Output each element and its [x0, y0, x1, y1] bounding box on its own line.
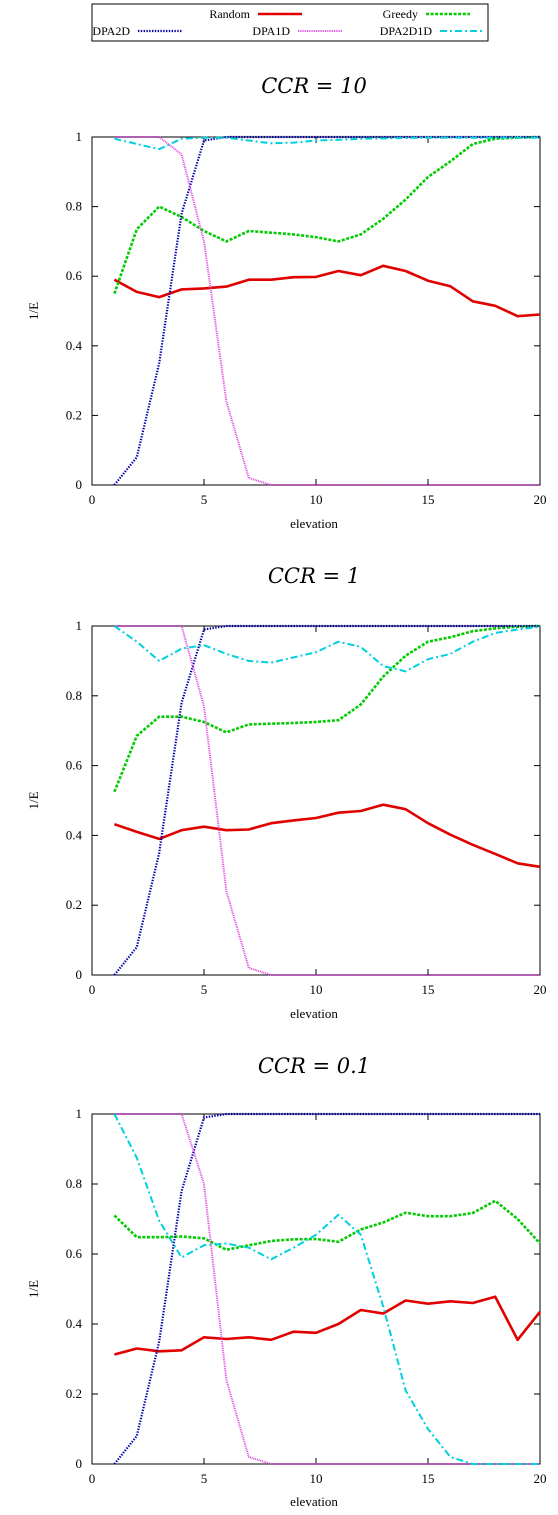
x-tick-label: 0	[89, 492, 96, 507]
x-tick-label: 20	[534, 1471, 547, 1486]
series-line-dpa2d	[113, 1112, 540, 1465]
plot-frame	[91, 625, 541, 976]
plot-area: 0 5 10 15 20 0 0.2 0.4 0.6 0.8 1	[66, 618, 547, 997]
y-tick-label: 0.2	[66, 897, 82, 912]
series-line-greedy	[113, 135, 541, 295]
y-axis-label: 1/E	[26, 791, 41, 809]
series-line-dpa1d	[114, 1113, 540, 1465]
panel-title: CCR = 0.1	[258, 1054, 370, 1078]
x-tick-label: 15	[422, 982, 435, 997]
y-tick-label: 0.6	[66, 1246, 83, 1261]
legend-label-dpa2d: DPA2D	[92, 24, 130, 38]
series-line-dpa1d	[114, 136, 540, 486]
y-tick-label: 0.4	[66, 338, 83, 353]
legend-label-random: Random	[209, 7, 250, 21]
x-tick-label: 5	[201, 982, 208, 997]
x-tick-label: 20	[534, 492, 547, 507]
x-tick-label: 20	[534, 982, 547, 997]
chart-panel-ccr-0-1: CCR = 0.1 1/E elevation 0 5 10 15 2000.20.40…	[26, 1054, 547, 1509]
y-tick-label: 0.2	[66, 407, 82, 422]
series-line-dpa2d	[113, 135, 540, 486]
x-tick-label: 5	[201, 492, 208, 507]
y-tick-label: 0	[76, 477, 83, 492]
y-tick-label: 0.8	[66, 1176, 82, 1191]
legend-label-dpa2d1d: DPA2D1D	[380, 24, 433, 38]
y-axis-label: 1/E	[26, 302, 41, 320]
x-axis-label: elevation	[290, 1494, 338, 1509]
x-tick-label: 15	[422, 492, 435, 507]
series-line-random	[113, 803, 541, 869]
series-line-greedy	[113, 624, 541, 793]
x-axis-label: elevation	[290, 1006, 338, 1021]
y-tick-label: 1	[76, 1106, 83, 1121]
series-line-greedy	[113, 1199, 541, 1252]
chart-panel-ccr-1: CCR = 1 1/E elevation 0 5 10 15 20 0 0.2 0.4 0.6…	[26, 564, 547, 1021]
y-tick-label: 1	[76, 618, 83, 633]
x-tick-label: 10	[310, 492, 323, 507]
series-line-dpa1d	[114, 625, 540, 976]
y-tick-label: 1	[76, 129, 83, 144]
panel-title: CCR = 1	[268, 564, 360, 588]
y-axis-label: 1/E	[26, 1280, 41, 1298]
x-tick-label: 10	[310, 982, 323, 997]
series-line-dpa2d1d	[114, 136, 540, 151]
series-line-dpa2d	[113, 624, 540, 976]
x-tick-label: 5	[201, 1471, 208, 1486]
y-tick-label: 0.4	[66, 1316, 83, 1331]
x-axis-label: elevation	[290, 516, 338, 531]
x-tick-label: 15	[422, 1471, 435, 1486]
panel-title: CCR = 10	[261, 74, 367, 98]
y-tick-label: 0.4	[66, 827, 83, 842]
x-tick-label: 10	[310, 1471, 323, 1486]
y-tick-label: 0.8	[66, 199, 82, 214]
plot-frame	[91, 136, 541, 486]
x-tick-label: 0	[89, 1471, 96, 1486]
plot-area: 0 5 10 15 20 0 0.2 0.4 0.6 0.8 1	[66, 129, 547, 507]
series-line-dpa2d1d	[113, 625, 541, 673]
y-tick-label: 0.6	[66, 758, 83, 773]
legend-label-dpa1d: DPA1D	[252, 24, 290, 38]
series-line-random	[114, 1295, 542, 1356]
series-line-random	[113, 264, 541, 318]
legend-label-greedy: Greedy	[383, 7, 418, 21]
legend: Random Greedy DPA2D DPA1D DPA2D1D	[91, 3, 489, 42]
y-tick-label: 0.2	[66, 1386, 82, 1401]
x-tick-label: 0	[89, 982, 96, 997]
plot-frame	[91, 1113, 541, 1465]
plot-area: 0 5 10 15 20 0 0.2 0.4 0.6 0.8 1	[66, 1106, 547, 1486]
y-tick-label: 0.8	[66, 688, 82, 703]
y-tick-label: 0	[76, 967, 83, 982]
y-tick-label: 0.6	[66, 268, 83, 283]
series-line-dpa2d1d	[113, 1113, 540, 1465]
legend-box	[91, 3, 489, 42]
chart-panel-ccr-10: CCR = 10 1/E elevation 0 5 10 15 20 0 0.2 0.4 0.…	[26, 74, 547, 531]
y-tick-label: 0	[76, 1456, 83, 1471]
